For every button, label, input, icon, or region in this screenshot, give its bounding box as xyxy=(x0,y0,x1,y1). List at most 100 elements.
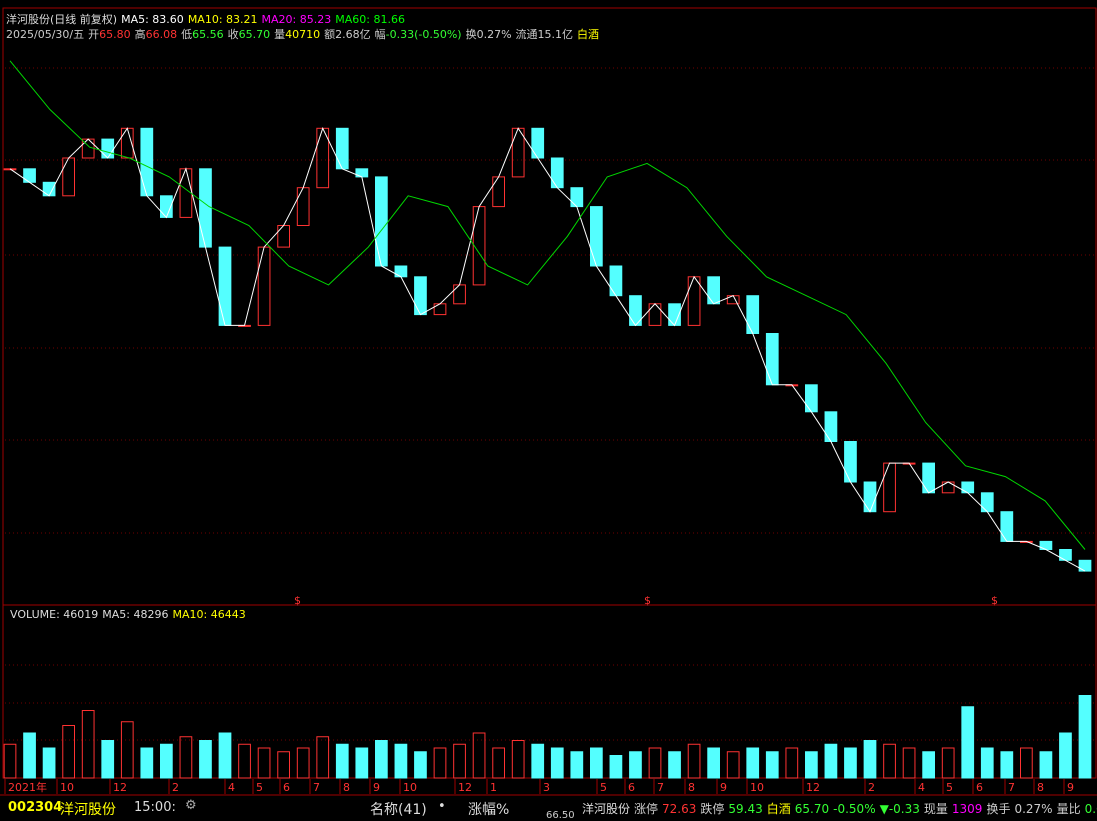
candle-body xyxy=(218,246,232,326)
value: 72.63 xyxy=(662,802,697,816)
value: 59.43 xyxy=(728,802,763,816)
time-label: 9 xyxy=(720,781,727,794)
candle-body xyxy=(62,157,76,197)
quote-line: 2025/05/30/五 开65.80 高66.08 低65.56 收65.70 量407… xyxy=(6,26,603,42)
code: 002304 xyxy=(8,800,63,815)
time-label: 7 xyxy=(313,781,320,794)
time-label: 12 xyxy=(458,781,472,794)
volume-bar xyxy=(922,751,935,779)
label: 开 xyxy=(88,28,100,41)
volume-bar xyxy=(550,747,564,779)
candle-body xyxy=(980,492,994,513)
label: 换 xyxy=(465,28,477,41)
volume-bar xyxy=(296,747,310,779)
volume-bar xyxy=(629,751,642,779)
time-label: 3 xyxy=(543,781,550,794)
candle-body xyxy=(883,462,896,513)
candle-body xyxy=(961,481,975,494)
time-label: 7 xyxy=(657,781,664,794)
value: 1309 xyxy=(951,802,983,816)
time-label: 10 xyxy=(403,781,417,794)
volume-bar xyxy=(23,732,36,779)
candle-body xyxy=(746,295,760,335)
volume-bar xyxy=(140,747,154,779)
volume-bar xyxy=(590,747,603,779)
volume-bar xyxy=(492,747,506,779)
volume-bar xyxy=(1078,695,1092,779)
column-change[interactable]: 涨幅% xyxy=(468,802,510,818)
volume-bar xyxy=(101,740,115,779)
value: ▼-0.33 xyxy=(879,802,920,816)
candle-body xyxy=(609,265,623,297)
volume-bar xyxy=(765,751,779,779)
volume-bar xyxy=(1000,751,1014,779)
vol-ma10: MA10: 46443 xyxy=(172,608,246,621)
vol-ma5: MA5: 48296 xyxy=(102,608,169,621)
stock-name: 洋河股份 xyxy=(6,13,50,26)
small-price: 66.50 xyxy=(546,810,575,821)
value: 0.27% xyxy=(476,28,512,41)
time-label: 8 xyxy=(688,781,695,794)
value: -0.50% xyxy=(833,802,876,816)
ma20: MA20: 85.23 xyxy=(261,13,332,26)
candle-body xyxy=(257,246,271,326)
volume-bar xyxy=(863,740,877,779)
label: 额 xyxy=(324,28,336,41)
time[interactable]: 15:00: xyxy=(134,800,176,815)
time-label: 8 xyxy=(343,781,350,794)
candle-body xyxy=(414,276,427,316)
volume-bar xyxy=(1020,747,1033,779)
volume-bar xyxy=(824,743,838,779)
volume-bar xyxy=(42,747,56,779)
svg-text:$: $ xyxy=(644,594,651,607)
time-label: 2 xyxy=(172,781,179,794)
candle-body xyxy=(590,206,603,267)
ma5: MA5: 83.60 xyxy=(121,13,184,26)
candle-body xyxy=(941,481,955,494)
label: 现量 xyxy=(923,802,948,816)
sector: 白酒 xyxy=(577,28,600,41)
time-label: 9 xyxy=(373,781,380,794)
volume-bar xyxy=(277,751,291,779)
time-label: 6 xyxy=(976,781,983,794)
label: 低 xyxy=(181,28,193,41)
candle-body xyxy=(394,265,408,278)
volume-bar xyxy=(179,736,193,779)
value: 65.80 xyxy=(99,28,131,41)
volume-bar xyxy=(668,751,681,779)
svg-text:$: $ xyxy=(991,594,998,607)
value: 65.56 xyxy=(192,28,224,41)
label: 流通 xyxy=(515,28,538,41)
price-frame xyxy=(2,7,1097,606)
name: 洋河股份 xyxy=(60,802,116,818)
mode: (日线 前复权) xyxy=(50,13,118,26)
time-label: 5 xyxy=(946,781,953,794)
volume-bar xyxy=(1039,751,1053,779)
candle-body xyxy=(863,481,877,513)
volume-bar xyxy=(414,751,427,779)
volume-bar xyxy=(472,732,486,779)
label: 量比 xyxy=(1056,802,1081,816)
time-label: 6 xyxy=(628,781,635,794)
volume-bar xyxy=(961,706,975,779)
candle-body xyxy=(492,176,506,208)
volume-bar xyxy=(511,740,525,779)
candle-body xyxy=(824,411,838,442)
candle-body xyxy=(765,333,779,386)
label: 幅 xyxy=(374,28,386,41)
candle-body xyxy=(140,127,154,197)
ma60: MA60: 81.66 xyxy=(335,13,405,26)
candle-body xyxy=(375,176,388,267)
candle-body xyxy=(1000,511,1014,542)
volume-bar xyxy=(609,755,623,779)
value: 65.70 xyxy=(794,802,830,816)
volume-bar xyxy=(941,747,955,779)
volume-bar xyxy=(120,721,134,779)
volume-bar xyxy=(375,740,388,779)
status-bar: 002304 洋河股份 15:00: ⚙ 名称(41) • 涨幅% 66.50 … xyxy=(0,797,1097,821)
volume-bar xyxy=(81,710,95,779)
time-label: 8 xyxy=(1037,781,1044,794)
gear-icon[interactable]: ⚙ xyxy=(185,798,197,813)
column-name[interactable]: 名称(41) xyxy=(370,802,427,818)
